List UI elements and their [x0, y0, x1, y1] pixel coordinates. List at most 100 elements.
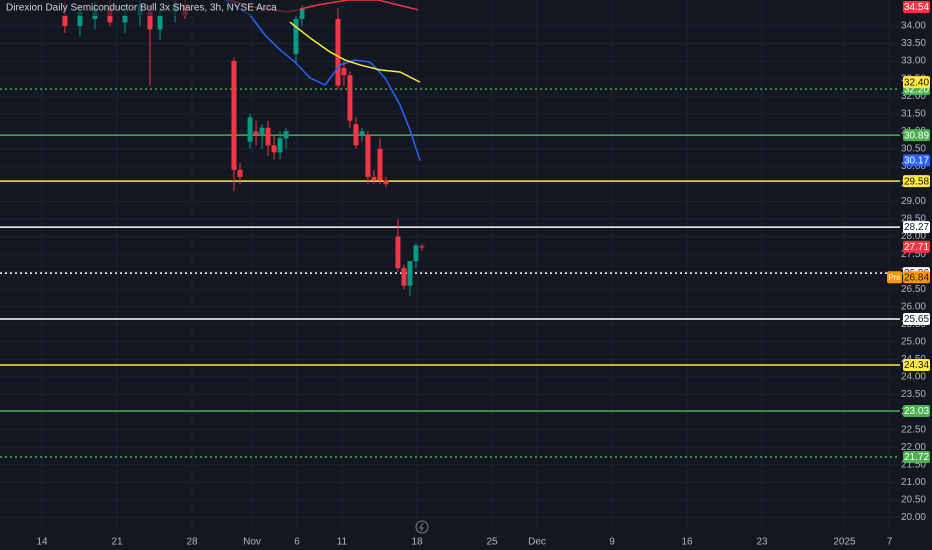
- y-tick-label: 22.00: [901, 442, 926, 453]
- candle-body: [265, 127, 271, 146]
- x-tick-label: 18: [411, 537, 423, 548]
- x-tick-label: 23: [756, 537, 768, 548]
- candle-body: [377, 148, 383, 181]
- price-tag: 30.17: [904, 156, 929, 167]
- candle-body: [271, 145, 277, 153]
- price-tag-name-bg: [887, 271, 902, 284]
- y-tick-label: 21.50: [901, 459, 926, 470]
- level-label: 23.03: [904, 406, 929, 417]
- candle-body: [293, 18, 299, 55]
- candle-body: [401, 268, 407, 286]
- title-backdrop: [0, 0, 300, 16]
- price-tag: 32.40: [904, 77, 929, 88]
- y-tick-label: 20.00: [901, 512, 926, 523]
- x-tick-label: 14: [36, 537, 48, 548]
- candle-body: [157, 15, 163, 30]
- level-label: 28.27: [904, 222, 929, 233]
- price-tag: 34.54: [904, 2, 929, 13]
- candle-body: [122, 15, 128, 23]
- replay-icon[interactable]: [415, 520, 429, 534]
- y-tick-label: 22.50: [901, 424, 926, 435]
- level-label-bg: [903, 175, 930, 188]
- candle-body: [365, 134, 371, 177]
- candle-body: [371, 176, 377, 181]
- level-label-bg: [903, 313, 930, 326]
- price-tag: 26.84: [904, 272, 929, 283]
- candle-body: [237, 169, 243, 177]
- level-label: 30.89: [904, 130, 929, 141]
- x-tick-label: 16: [681, 537, 693, 548]
- grid: [0, 0, 900, 530]
- y-tick-label: 23.50: [901, 389, 926, 400]
- candle-body: [335, 18, 341, 86]
- y-tick-label: 34.00: [901, 21, 926, 32]
- candle-body: [383, 180, 389, 184]
- candle-body: [253, 131, 259, 135]
- candle-body: [341, 68, 347, 76]
- candle-body: [62, 15, 68, 26]
- x-tick-label: 6: [294, 537, 300, 548]
- level-label-bg: [903, 221, 930, 234]
- candle-body: [359, 131, 365, 135]
- candle-body: [407, 261, 413, 286]
- price-tag-name: Pre: [888, 273, 901, 282]
- y-tick-label: 20.50: [901, 494, 926, 505]
- y-tick-label: 24.00: [901, 372, 926, 383]
- x-tick-label: 28: [186, 537, 198, 548]
- level-label-bg: [903, 450, 930, 463]
- candle-body: [299, 8, 305, 19]
- y-tick-label: 26.50: [901, 284, 926, 295]
- y-tick-label: 27.50: [901, 249, 926, 260]
- level-label: 21.72: [904, 452, 929, 463]
- level-label: 29.58: [904, 176, 929, 187]
- level-label: 32.20: [904, 84, 929, 95]
- y-tick-label: 28.00: [901, 231, 926, 242]
- candle-body: [277, 138, 283, 153]
- plot: [0, 0, 900, 458]
- candle-body: [283, 131, 289, 139]
- candle-body: [395, 236, 401, 269]
- y-tick-label: 33.00: [901, 56, 926, 67]
- price-tag-bg: [903, 271, 930, 284]
- y-tick-label: 25.00: [901, 337, 926, 348]
- moving-average: [289, 21, 421, 83]
- candle-body: [259, 127, 265, 135]
- level-label: 24.34: [904, 360, 929, 371]
- x-tick-label: 9: [609, 537, 615, 548]
- y-tick-label: 26.00: [901, 301, 926, 312]
- y-tick-label: 29.00: [901, 196, 926, 207]
- x-tick-label: 25: [486, 537, 498, 548]
- y-tick-label: 31.50: [901, 108, 926, 119]
- candle-body: [77, 11, 83, 26]
- price-tag-bg: [903, 1, 930, 14]
- y-tick-label: 33.50: [901, 38, 926, 49]
- level-label-bg: [903, 405, 930, 418]
- price-tag-bg: [903, 240, 930, 253]
- candle-body: [347, 75, 353, 121]
- level-label-bg: [903, 359, 930, 372]
- axes: 20.0020.5021.0021.5022.0022.5023.0023.50…: [36, 1, 930, 548]
- candle-body: [231, 61, 237, 170]
- price-tag-bg: [903, 154, 930, 167]
- x-tick-label: 7: [887, 537, 893, 548]
- y-tick-label: 30.00: [901, 161, 926, 172]
- candle-body: [147, 11, 153, 30]
- x-tick-label: Dec: [528, 537, 546, 548]
- candle-body: [419, 246, 425, 248]
- price-tag: 27.71: [904, 242, 929, 253]
- candle-body: [353, 124, 359, 146]
- x-tick-label: 21: [111, 537, 123, 548]
- y-tick-label: 28.50: [901, 214, 926, 225]
- chart-title: Direxion Daily Semiconductor Bull 3x Sha…: [6, 3, 277, 14]
- y-tick-label: 21.00: [901, 477, 926, 488]
- y-tick-label: 30.50: [901, 143, 926, 154]
- moving-average: [224, 0, 421, 161]
- candle-body: [413, 245, 419, 262]
- price-tag-bg: [903, 76, 930, 89]
- x-tick-label: 2025: [833, 537, 856, 548]
- level-label: 25.65: [904, 314, 929, 325]
- level-label-bg: [903, 129, 930, 142]
